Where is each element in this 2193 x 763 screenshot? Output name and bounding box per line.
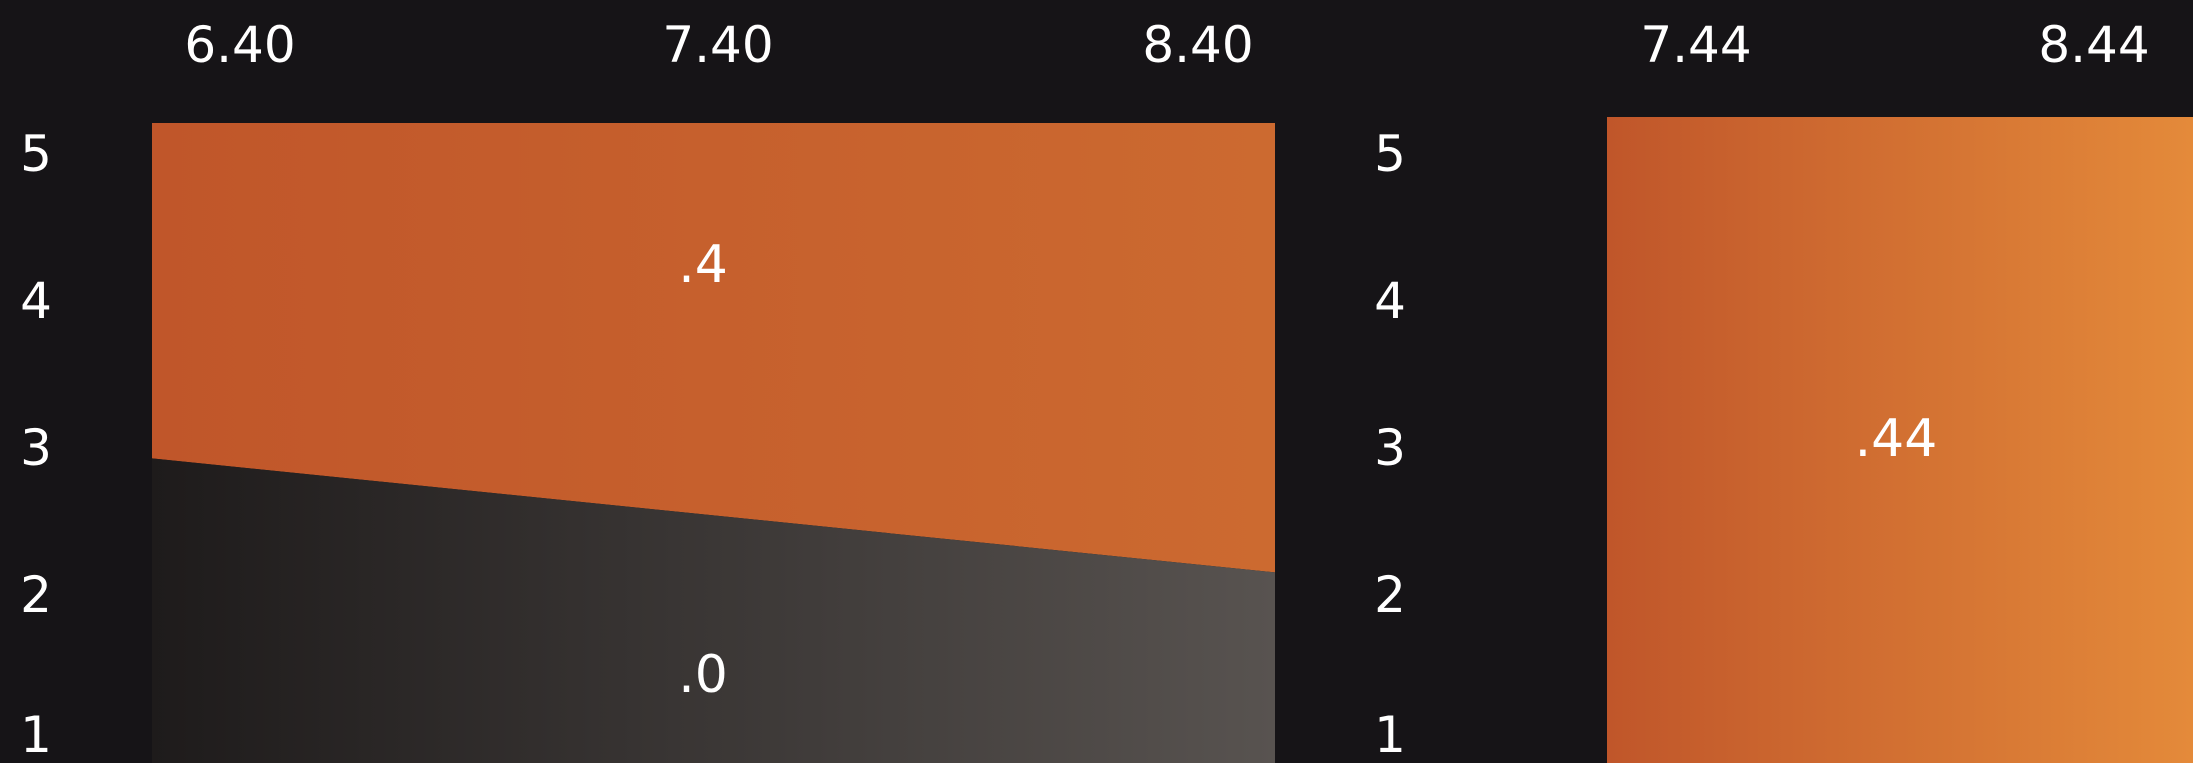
heatmap-cell	[1607, 117, 2193, 763]
y-tick-label: 4	[1374, 272, 1406, 330]
region-lower	[152, 458, 1275, 763]
chart-2-x-axis: 7.44 8.44	[1640, 16, 2149, 74]
y-tick-label: 5	[20, 125, 52, 183]
region-upper-label: .4	[678, 235, 728, 295]
chart-1-x-axis: 6.40 7.40 8.40	[184, 16, 1253, 74]
chart-2-y-axis: 5 4 3 2 1	[1374, 125, 1406, 763]
y-tick-label: 1	[1374, 706, 1406, 763]
chart-1-y-axis: 5 4 3 2 1	[20, 125, 52, 763]
region-lower-label: .0	[678, 645, 728, 705]
x-tick-label: 7.40	[662, 16, 773, 74]
y-tick-label: 3	[20, 419, 52, 477]
y-tick-label: 2	[20, 566, 52, 624]
chart-2: 7.44 8.44 5 4 3 2 1 .44	[1374, 16, 2193, 763]
x-tick-label: 6.40	[184, 16, 295, 74]
y-tick-label: 3	[1374, 419, 1406, 477]
heatmap-cell-label: .44	[1855, 409, 1938, 469]
y-tick-label: 2	[1374, 566, 1406, 624]
x-tick-label: 7.44	[1640, 16, 1751, 74]
y-tick-label: 5	[1374, 125, 1406, 183]
region-upper	[152, 123, 1275, 573]
x-tick-label: 8.44	[2038, 16, 2149, 74]
chart-1: 6.40 7.40 8.40 5 4 3 2 1 .4 .0	[20, 16, 1275, 763]
x-tick-label: 8.40	[1142, 16, 1253, 74]
y-tick-label: 4	[20, 272, 52, 330]
y-tick-label: 1	[20, 706, 52, 763]
